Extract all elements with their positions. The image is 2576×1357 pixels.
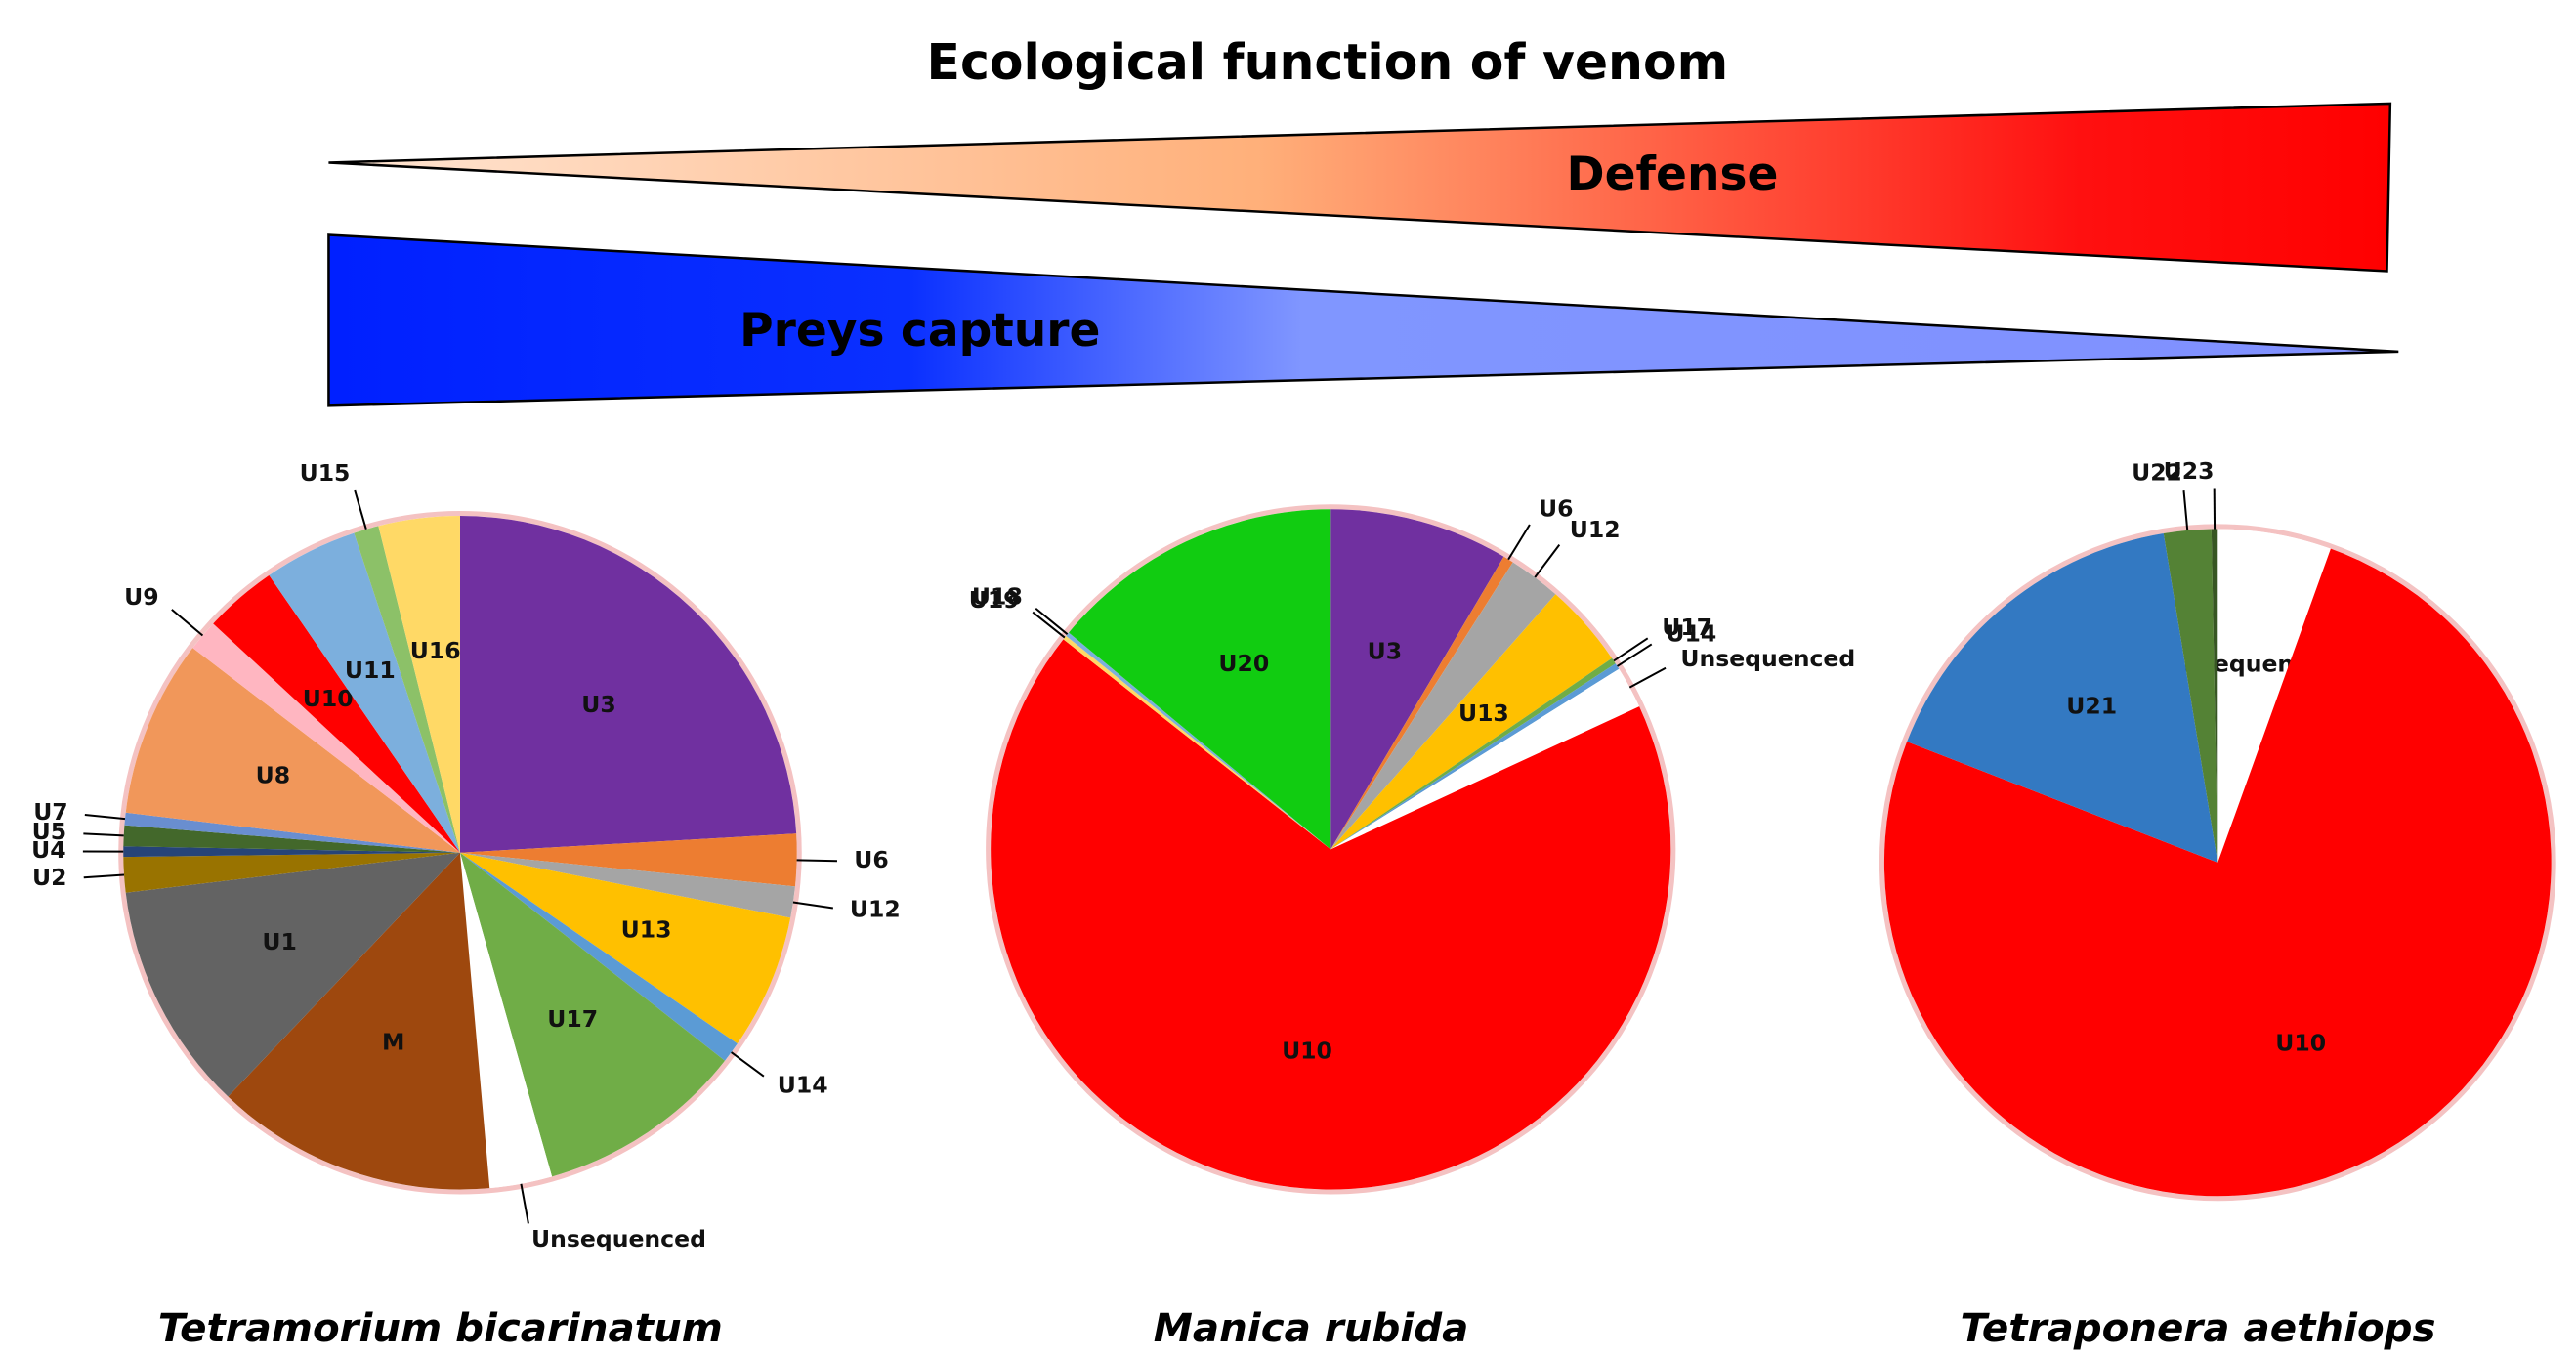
leader-line (796, 859, 837, 863)
pie-slice (459, 852, 553, 1189)
pie-slice (1330, 556, 1513, 850)
slice-label: U9 (124, 583, 158, 611)
leader-line (1507, 524, 1531, 561)
slice-label: U10 (2275, 1030, 2326, 1057)
pie-slice (378, 516, 460, 853)
pie-slice (1907, 533, 2218, 863)
pie-slice (213, 574, 460, 853)
leader-line (1032, 611, 1066, 639)
pie-slice (1066, 632, 1331, 850)
slice-label: U18 (972, 582, 1023, 610)
slice-label: U23 (2164, 457, 2215, 485)
pie-slice (125, 648, 460, 853)
leader-line (1534, 544, 1561, 578)
defense-wedge (328, 102, 2392, 273)
figure-title: Ecological function of venom (927, 33, 1729, 91)
pie-title: Tetramorium bicarinatum (158, 1305, 723, 1351)
prey-label: Preys capture (739, 304, 1100, 358)
pie-slice (1063, 635, 1331, 850)
slice-label: Unsequenced (531, 1225, 706, 1252)
pie-slice (459, 852, 726, 1177)
slice-label: U8 (256, 761, 290, 788)
pie-slice (1330, 657, 1616, 850)
pie-slice (123, 852, 460, 893)
pie-slice (459, 852, 795, 918)
leader-line (792, 901, 834, 910)
leader-line (83, 832, 124, 837)
slice-label: U19 (969, 586, 1020, 614)
slice-label: U10 (1282, 1037, 1332, 1064)
pie-slice (1069, 509, 1331, 850)
pie-slice (1330, 509, 1504, 850)
slice-label: M (382, 1029, 404, 1056)
slice-label: Unsequenced (1680, 645, 1855, 672)
pie-title: Tetraponera aethiops (1961, 1305, 2436, 1351)
leader-line (1628, 666, 1667, 689)
pie-slice (2211, 529, 2218, 863)
slice-label: U6 (854, 846, 888, 873)
slice-label: U20 (1218, 650, 1269, 677)
pie-outline (1879, 524, 2556, 1202)
pie-outline (118, 510, 802, 1195)
pie-outline (986, 504, 1676, 1195)
slice-label: U17 (547, 1005, 598, 1033)
slice-label: U22 (2132, 459, 2182, 487)
slice-label: U15 (300, 459, 351, 487)
defense-label: Defense (1567, 148, 1779, 201)
pie-slice (1330, 562, 1556, 850)
slice-label: U12 (1570, 516, 1621, 543)
pie-slice (123, 846, 460, 858)
slice-label: U17 (1662, 614, 1712, 641)
slice-label: U14 (778, 1071, 828, 1098)
leader-line (730, 1051, 765, 1078)
pie-slice (228, 852, 490, 1190)
slice-label: U2 (32, 864, 66, 891)
pie-slice (1330, 668, 1640, 850)
pie-slice (123, 825, 460, 853)
leader-line (1613, 637, 1649, 662)
pie-slice (2163, 529, 2218, 863)
pie-slice (459, 833, 797, 887)
pie-slice (1330, 594, 1613, 850)
leader-line (1616, 643, 1653, 667)
slice-label: U13 (1458, 700, 1509, 727)
pie-slice (269, 532, 460, 853)
slice-label: U1 (262, 928, 296, 955)
slice-label: U3 (581, 691, 615, 718)
pie-slice (192, 623, 460, 853)
pie-slice (125, 852, 460, 1097)
slice-label: U10 (303, 685, 354, 712)
pie-slice (991, 639, 1671, 1190)
leader-line (83, 873, 125, 879)
slice-label: U16 (410, 637, 461, 664)
pie-slice (459, 852, 791, 1044)
pie-slice (354, 526, 460, 853)
slice-label: U12 (850, 896, 901, 923)
leader-line (84, 813, 126, 821)
pie-slice (459, 852, 738, 1061)
leader-line (1035, 607, 1069, 635)
pie-slice (1883, 548, 2552, 1197)
slice-label: U4 (31, 836, 65, 864)
pie-slice (459, 516, 797, 853)
slice-label: U6 (1539, 495, 1573, 523)
leader-line (171, 609, 204, 637)
leader-line (2182, 490, 2189, 530)
slice-label: U13 (621, 916, 672, 944)
prey-wedge (327, 233, 2399, 407)
pie-title: Manica rubida (1154, 1305, 1469, 1351)
pie-slice (1330, 663, 1620, 850)
slice-label: U3 (1368, 637, 1402, 664)
leader-line (520, 1183, 529, 1224)
slice-label: U5 (32, 818, 66, 845)
slice-label: U11 (345, 657, 396, 684)
pie-slice (124, 812, 460, 853)
slice-label: U14 (1666, 620, 1716, 648)
slice-label: U21 (2066, 692, 2117, 719)
slice-label: U7 (33, 798, 67, 826)
pie-slice (2217, 529, 2331, 863)
leader-line (354, 489, 367, 530)
